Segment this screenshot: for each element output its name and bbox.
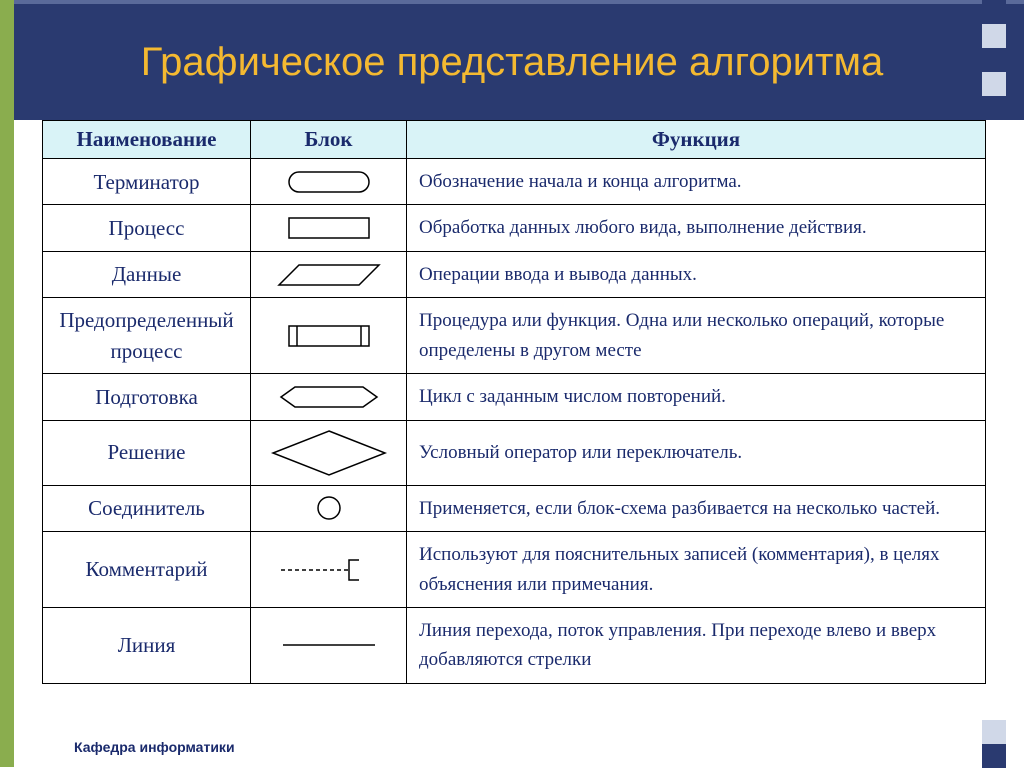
table-row: Предопределенный процесс Процедура или ф… bbox=[43, 298, 986, 374]
cell-name: Предопределенный процесс bbox=[43, 298, 251, 374]
cell-function: Линия перехода, поток управления. При пе… bbox=[407, 607, 986, 683]
table-row: Подготовка Цикл с заданным числом повторе… bbox=[43, 374, 986, 420]
col-header-name: Наименование bbox=[43, 121, 251, 159]
table-row: Линия Линия перехода, поток управления. П… bbox=[43, 607, 986, 683]
cell-name: Терминатор bbox=[43, 159, 251, 205]
table-header-row: Наименование Блок Функция bbox=[43, 121, 986, 159]
table-row: Терминатор Обозначение начала и конца алг… bbox=[43, 159, 986, 205]
cell-function: Используют для пояснительных записей (ко… bbox=[407, 532, 986, 608]
title-band: Графическое представление алгоритма bbox=[0, 0, 1024, 120]
table-row: Данные Операции ввода и вывода данных. bbox=[43, 251, 986, 297]
slide-title: Графическое представление алгоритма bbox=[141, 39, 883, 85]
cell-name: Комментарий bbox=[43, 532, 251, 608]
col-header-func: Функция bbox=[407, 121, 986, 159]
left-accent-stripe bbox=[0, 0, 14, 767]
table-row: Процесс Обработка данных любого вида, вып… bbox=[43, 205, 986, 251]
cell-shape bbox=[251, 532, 407, 608]
cell-name: Линия bbox=[43, 607, 251, 683]
cell-shape bbox=[251, 374, 407, 420]
cell-function: Условный оператор или переключатель. bbox=[407, 420, 986, 485]
symbols-table: Наименование Блок Функция Терминатор Обоз… bbox=[42, 120, 986, 684]
cell-function: Обработка данных любого вида, выполнение… bbox=[407, 205, 986, 251]
cell-shape bbox=[251, 205, 407, 251]
col-header-block: Блок bbox=[251, 121, 407, 159]
cell-shape bbox=[251, 298, 407, 374]
footer-text: Кафедра информатики bbox=[74, 739, 235, 755]
cell-function: Цикл с заданным числом повторений. bbox=[407, 374, 986, 420]
cell-function: Обозначение начала и конца алгоритма. bbox=[407, 159, 986, 205]
cell-name: Подготовка bbox=[43, 374, 251, 420]
cell-name: Соединитель bbox=[43, 485, 251, 531]
cell-shape bbox=[251, 159, 407, 205]
table-row: Решение Условный оператор или переключате… bbox=[43, 420, 986, 485]
cell-function: Применяется, если блок-схема разбивается… bbox=[407, 485, 986, 531]
cell-name: Данные bbox=[43, 251, 251, 297]
cell-shape bbox=[251, 420, 407, 485]
cell-function: Процедура или функция. Одна или нескольк… bbox=[407, 298, 986, 374]
table-row: Соединитель Применяется, если блок-схема … bbox=[43, 485, 986, 531]
symbols-table-wrap: Наименование Блок Функция Терминатор Обоз… bbox=[42, 120, 986, 684]
right-decor-squares bbox=[982, 0, 1006, 767]
cell-shape bbox=[251, 251, 407, 297]
cell-shape bbox=[251, 607, 407, 683]
cell-shape bbox=[251, 485, 407, 531]
cell-function: Операции ввода и вывода данных. bbox=[407, 251, 986, 297]
cell-name: Процесс bbox=[43, 205, 251, 251]
table-row: Комментарий Используют для пояснительных… bbox=[43, 532, 986, 608]
cell-name: Решение bbox=[43, 420, 251, 485]
